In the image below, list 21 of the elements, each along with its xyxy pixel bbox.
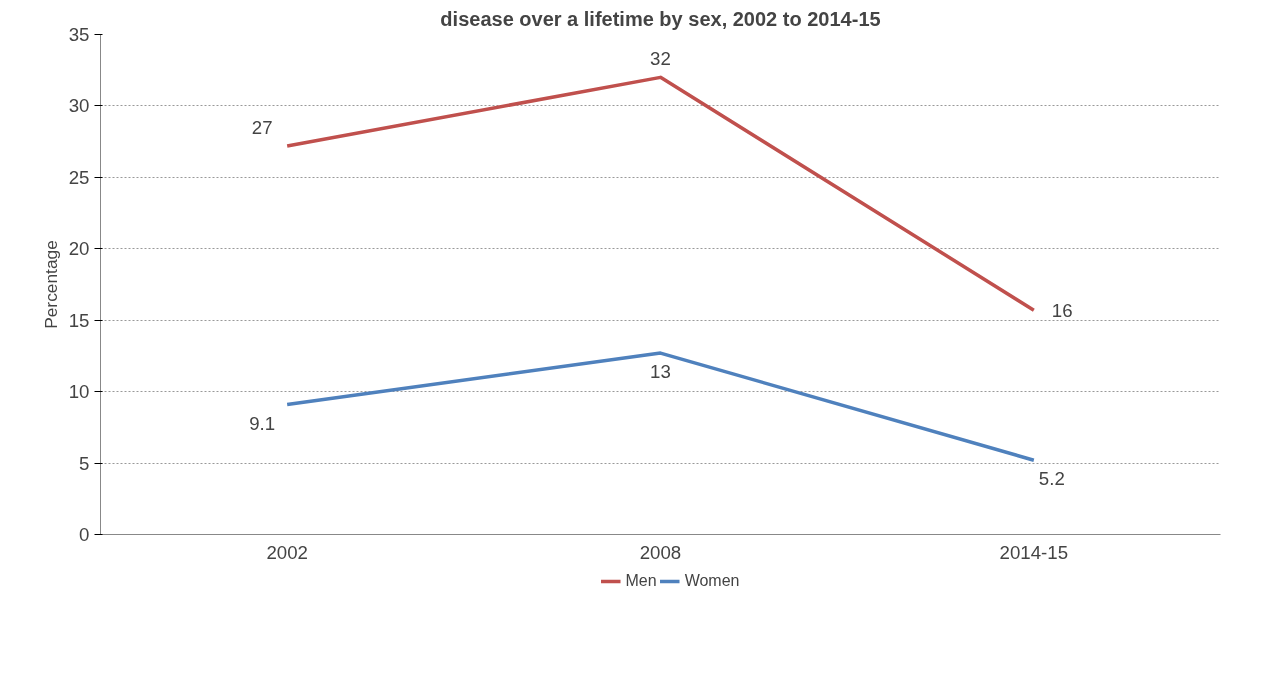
legend-label: Women	[684, 572, 740, 590]
x-tick-label: 2008	[639, 541, 682, 563]
y-tick-label: 25	[68, 166, 90, 188]
data-label: 5.2	[1038, 468, 1065, 490]
y-tick-label: 15	[68, 309, 90, 331]
x-tick-label: 2014-15	[999, 541, 1069, 563]
data-label: 16	[1051, 299, 1073, 321]
data-label: 13	[650, 361, 671, 383]
legend-label: Men	[625, 572, 657, 590]
data-label: 27	[251, 116, 273, 138]
y-tick-label: 30	[68, 95, 90, 117]
y-axis-title: Percentage	[40, 240, 61, 329]
chart-title: disease over a lifetime by sex, 2002 to 2014-15	[440, 7, 881, 30]
y-tick-label: 5	[79, 452, 90, 474]
y-tick-label: 35	[68, 24, 90, 45]
x-tick-label: 2002	[266, 541, 308, 563]
data-label: 9.1	[249, 412, 276, 434]
data-label: 32	[650, 48, 671, 70]
y-tick-label: 0	[79, 524, 90, 545]
y-tick-label: 20	[68, 238, 90, 260]
y-tick-label: 10	[68, 381, 90, 403]
